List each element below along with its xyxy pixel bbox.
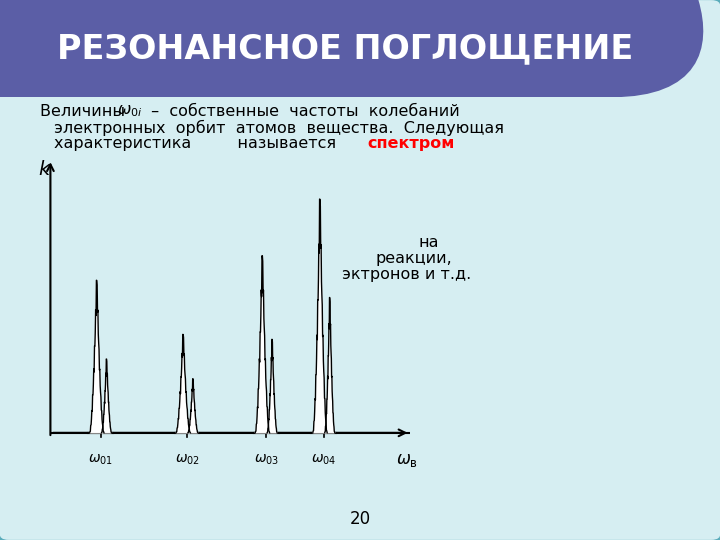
Text: характеристика         называется: характеристика называется — [54, 136, 382, 151]
Polygon shape — [89, 280, 104, 433]
Polygon shape — [312, 199, 327, 433]
Text: электронных  орбит  атомов  вещества.  Следующая: электронных орбит атомов вещества. Следу… — [54, 120, 504, 136]
Text: эктронов и т.д.: эктронов и т.д. — [342, 267, 472, 282]
PathPatch shape — [0, 0, 703, 97]
Text: $\omega_{03}$: $\omega_{03}$ — [254, 453, 279, 468]
Text: –  собственные  частоты  колебаний: – собственные частоты колебаний — [146, 104, 460, 119]
Polygon shape — [102, 359, 112, 433]
Text: РЕЗОНАНСНОЕ ПОГЛОЩЕНИЕ: РЕЗОНАНСНОЕ ПОГЛОЩЕНИЕ — [58, 32, 634, 65]
Text: $\omega_{0i}$: $\omega_{0i}$ — [117, 104, 143, 119]
Polygon shape — [267, 339, 277, 433]
Text: $\omega_{\rm в}$: $\omega_{\rm в}$ — [396, 450, 418, 469]
Polygon shape — [176, 334, 190, 433]
Text: 20: 20 — [349, 510, 371, 529]
Polygon shape — [188, 379, 198, 433]
Text: на: на — [418, 235, 438, 250]
Text: спектром: спектром — [367, 136, 454, 151]
Polygon shape — [255, 255, 269, 433]
Text: $\omega_{04}$: $\omega_{04}$ — [311, 453, 337, 468]
Polygon shape — [325, 298, 335, 433]
Text: реакции,: реакции, — [376, 251, 452, 266]
Text: $\omega_{02}$: $\omega_{02}$ — [175, 453, 199, 468]
Text: Величины: Величины — [40, 104, 130, 119]
Text: $k$: $k$ — [37, 160, 52, 179]
Text: $\omega_{01}$: $\omega_{01}$ — [89, 453, 113, 468]
